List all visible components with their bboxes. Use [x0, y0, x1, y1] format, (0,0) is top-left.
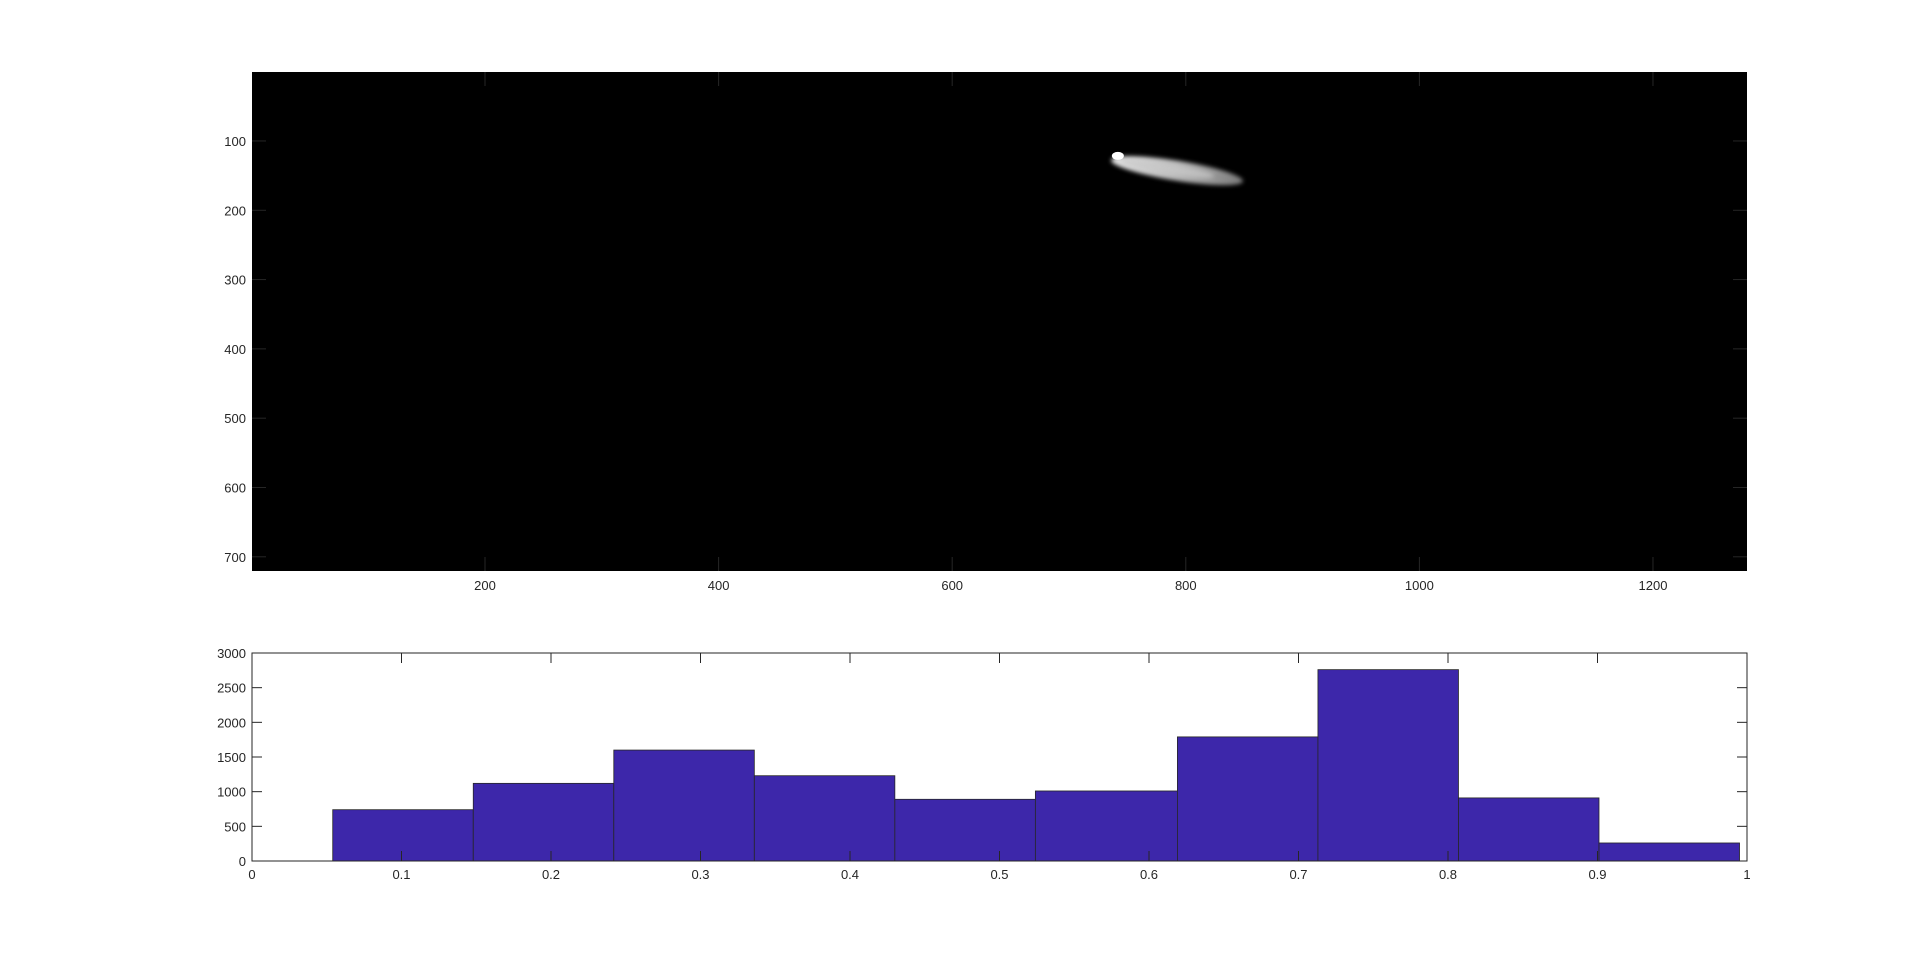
image-x-tick-label: 400	[708, 578, 730, 593]
histogram-y-tick-label: 0	[239, 854, 246, 869]
histogram-bar	[894, 798, 1036, 862]
histogram-bar	[613, 749, 755, 862]
histogram-bar	[1034, 790, 1178, 862]
histogram-x-tick-label: 0.2	[542, 867, 560, 882]
histogram-x-tick-label: 0.7	[1289, 867, 1307, 882]
histogram-y-tick-label: 1000	[217, 785, 246, 800]
image-y-tick-label: 200	[224, 203, 246, 218]
histogram-bar	[472, 782, 615, 862]
image-y-tick-label: 400	[224, 342, 246, 357]
histogram-bar	[753, 775, 896, 862]
histogram-y-tick-label: 2500	[217, 681, 246, 696]
histogram-x-tick-label: 0.8	[1439, 867, 1457, 882]
image-x-tick-label: 1200	[1639, 578, 1668, 593]
image-x-tick-label: 200	[474, 578, 496, 593]
image-tick-marks	[252, 72, 1747, 571]
image-y-tick-label: 600	[224, 480, 246, 495]
histogram-bar	[1317, 669, 1459, 862]
image-y-tick-label: 100	[224, 134, 246, 149]
image-area	[252, 72, 1747, 571]
histogram-x-tick-label: 0.6	[1140, 867, 1158, 882]
blob-core	[1119, 159, 1215, 178]
image-y-tick-label: 300	[224, 273, 246, 288]
histogram-x-tick-label: 0.4	[841, 867, 859, 882]
histogram-x-tick-label: 0	[248, 867, 255, 882]
image-y-tick-labels: 100 200 300 400 500 600 700	[224, 134, 246, 565]
blob-hotspot	[1111, 151, 1124, 160]
image-y-tick-label: 500	[224, 411, 246, 426]
image-x-tick-label: 1000	[1405, 578, 1434, 593]
histogram-x-tick-labels: 0 0.1 0.2 0.3 0.4 0.5 0.6 0.7 0.8 0.9 1	[248, 867, 1750, 882]
histogram-bars	[332, 669, 1740, 862]
histogram-y-tick-label: 1500	[217, 750, 246, 765]
histogram-axes: 0 0.1 0.2 0.3 0.4 0.5 0.6 0.7 0.8 0.9 1 0 500 1000 15…	[217, 646, 1751, 882]
histogram-x-tick-label: 0.3	[691, 867, 709, 882]
histogram-bar	[1177, 736, 1319, 862]
image-axes: 200 400 600 800 1000 1200 100 200 300 400 500 600 7…	[224, 72, 1747, 593]
bright-blob	[1111, 151, 1243, 186]
histogram-tick-marks	[251, 652, 1748, 862]
image-y-tick-label: 700	[224, 550, 246, 565]
image-x-tick-labels: 200 400 600 800 1000 1200	[474, 578, 1667, 593]
histogram-x-tick-label: 0.5	[990, 867, 1008, 882]
image-x-tick-label: 600	[941, 578, 963, 593]
histogram-y-tick-labels: 0 500 1000 1500 2000 2500 3000	[217, 646, 246, 869]
histogram-x-tick-label: 1	[1743, 867, 1750, 882]
image-x-tick-label: 800	[1175, 578, 1197, 593]
histogram-bar	[1458, 797, 1600, 862]
histogram-x-tick-label: 0.9	[1588, 867, 1606, 882]
histogram-y-tick-label: 2000	[217, 715, 246, 730]
histogram-bar	[332, 809, 474, 862]
histogram-y-tick-label: 3000	[217, 646, 246, 661]
histogram-bar	[1598, 842, 1740, 862]
histogram-x-tick-label: 0.1	[392, 867, 410, 882]
histogram-y-tick-label: 500	[224, 819, 246, 834]
